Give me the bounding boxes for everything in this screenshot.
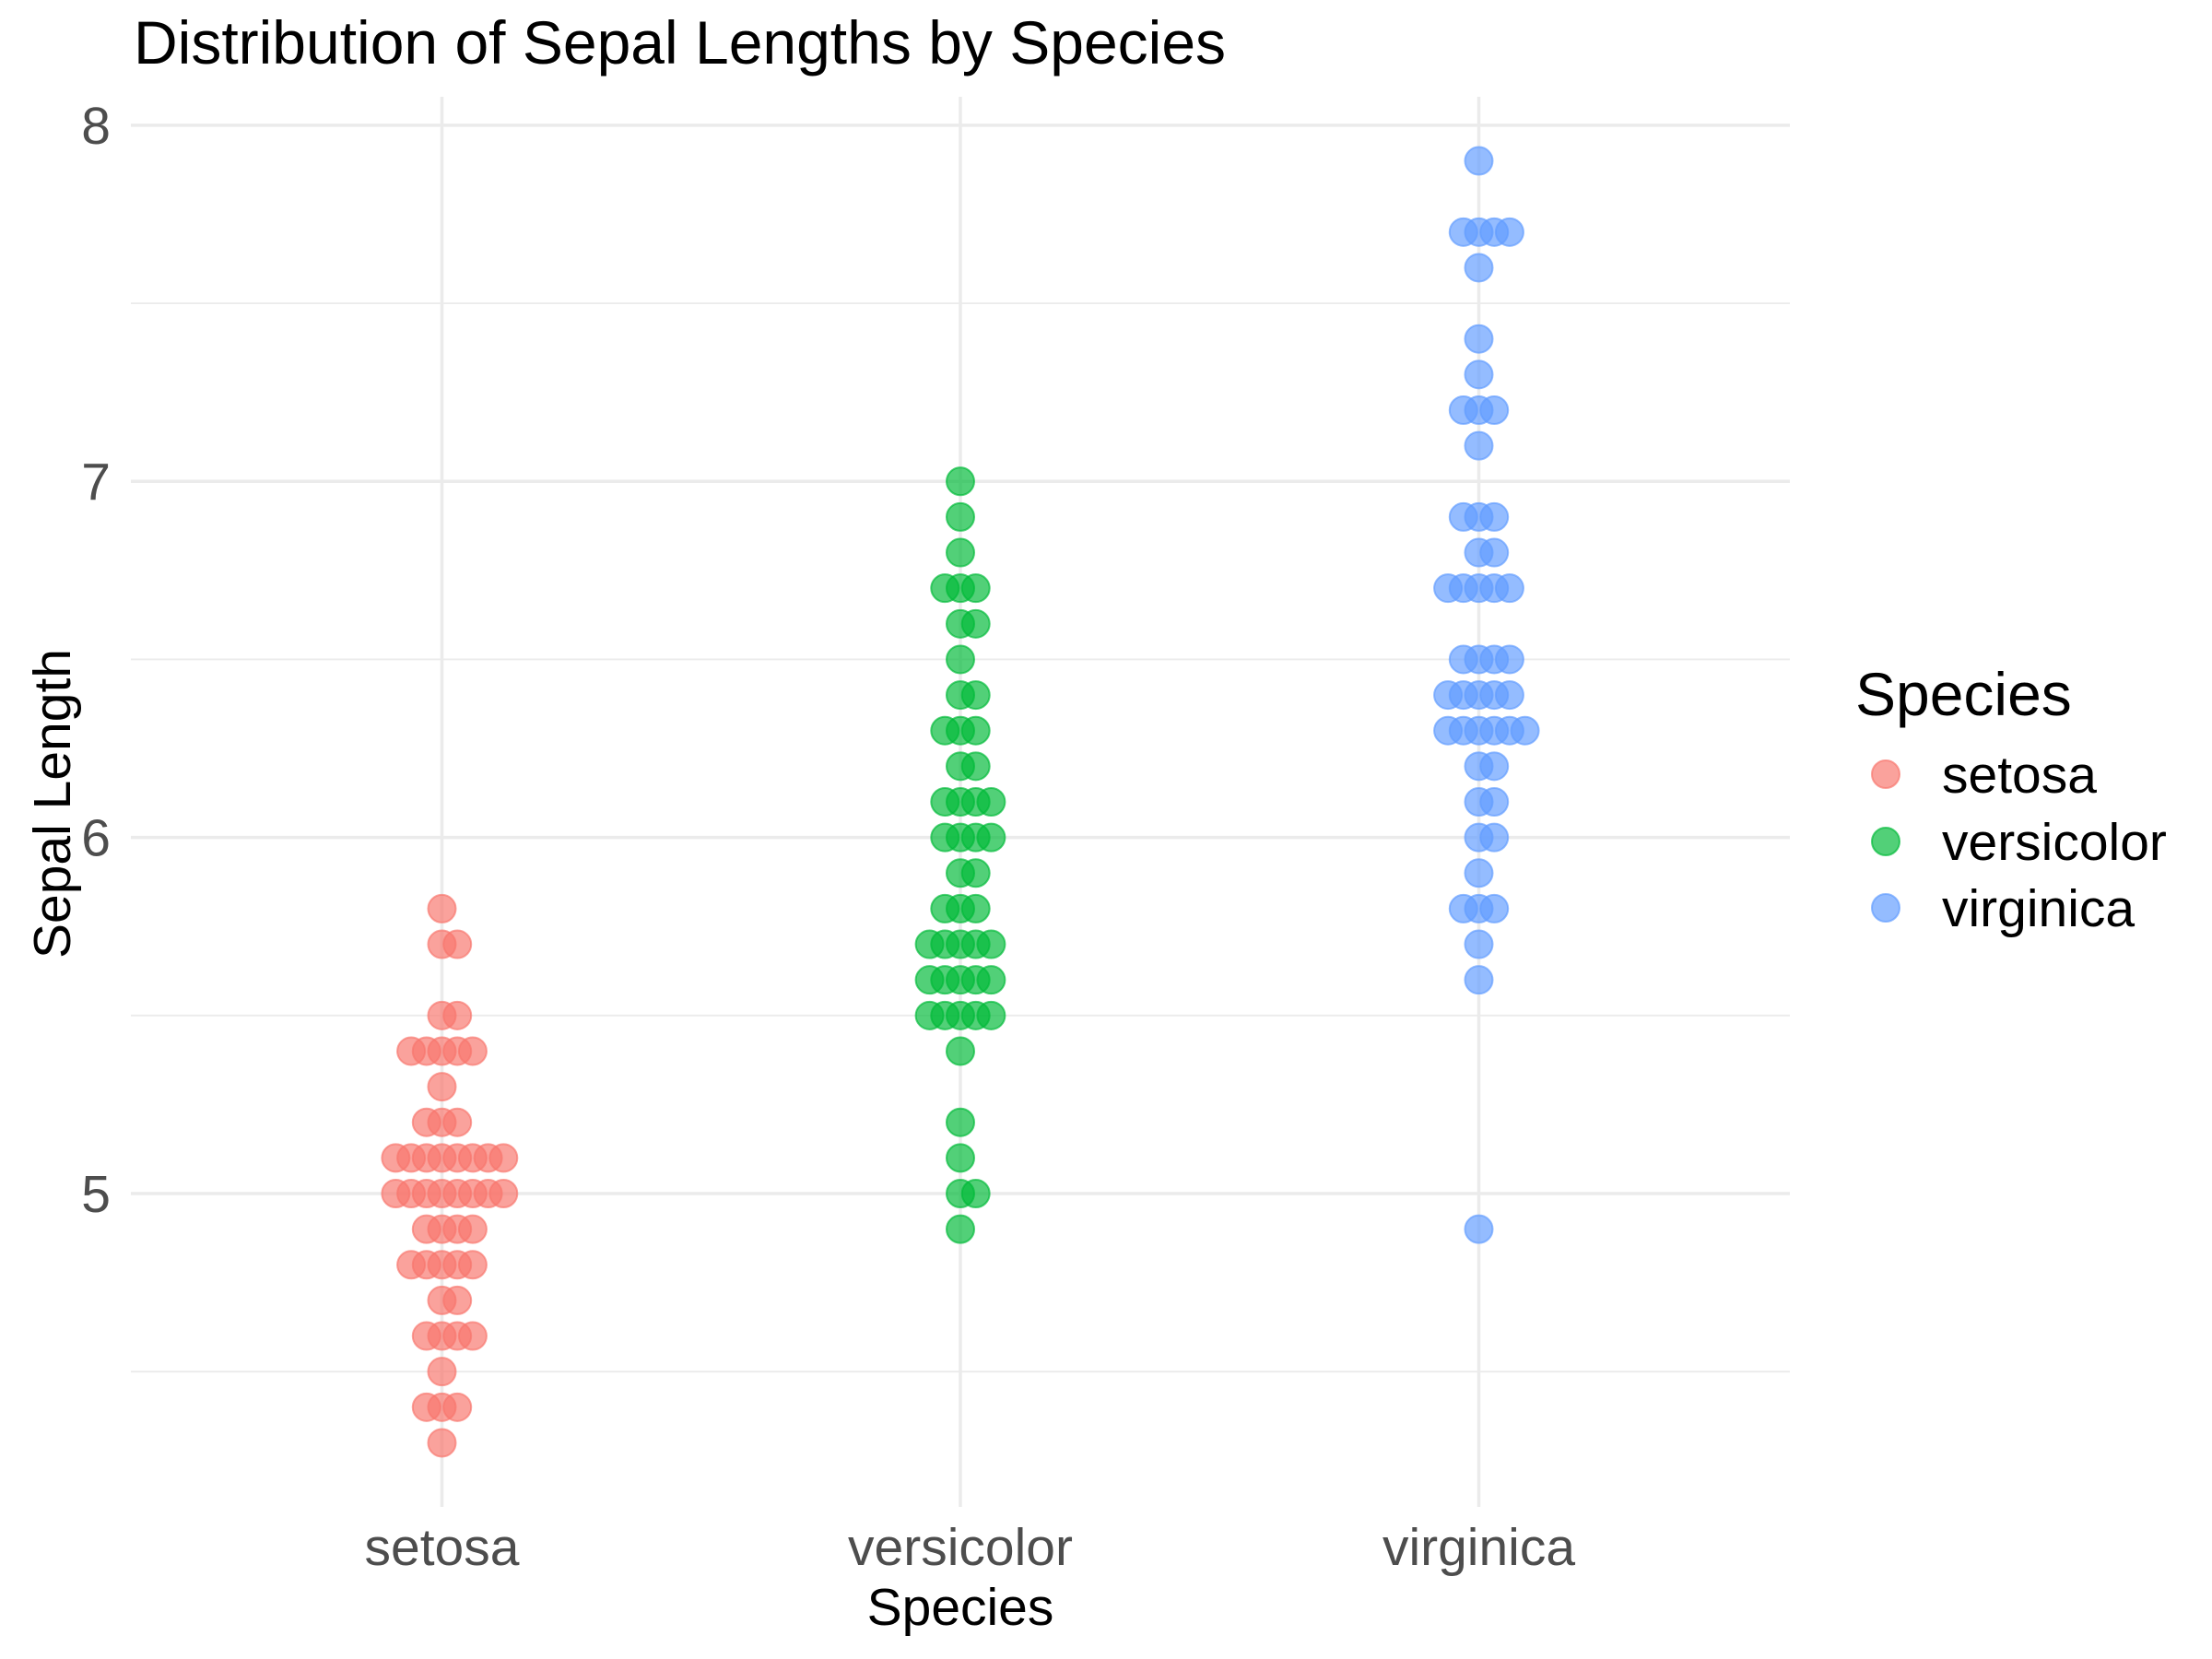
data-point-versicolor [946,1107,975,1137]
data-point-virginica [1464,430,1494,461]
data-point-virginica [1464,1214,1494,1244]
series-setosa [381,893,519,1458]
data-point-versicolor [946,537,975,568]
data-point-virginica [1494,680,1524,711]
data-point-virginica [1479,893,1510,924]
x-tick-label: setosa [365,1518,520,1577]
data-point-versicolor [976,822,1006,853]
data-point-versicolor [976,929,1006,959]
data-point-virginica [1479,395,1510,425]
data-point-setosa [457,1036,488,1066]
data-point-setosa [427,1357,457,1387]
data-point-versicolor [960,751,991,782]
data-point-virginica [1479,501,1510,532]
data-point-versicolor [960,680,991,711]
data-point-virginica [1464,359,1494,390]
y-tick-label: 5 [81,1165,111,1224]
chart-title: Distribution of Sepal Lengths by Species [134,8,1226,76]
series-virginica [1433,146,1540,1244]
data-point-virginica [1464,929,1494,959]
data-point-virginica [1510,715,1540,746]
legend-label-versicolor: versicolor [1942,813,2167,872]
series-versicolor [914,466,1006,1244]
data-point-setosa [442,1000,473,1030]
data-point-setosa [457,1321,488,1351]
legend-key-versicolor [1871,827,1900,856]
x-axis-ticks: setosa versicolor virginica [365,1518,1576,1577]
data-point-versicolor [946,1214,975,1244]
data-point-versicolor [946,466,975,497]
data-point-versicolor [946,1143,975,1173]
data-point-setosa [427,1072,457,1102]
data-point-versicolor [960,608,991,639]
data-point-setosa [488,1143,519,1173]
legend-key-virginica [1871,893,1900,923]
data-point-virginica [1464,858,1494,888]
legend-label-setosa: setosa [1942,746,2097,805]
data-point-versicolor [960,1179,991,1208]
data-point-virginica [1479,822,1510,853]
data-point-versicolor [976,787,1006,817]
data-point-virginica [1494,644,1524,675]
data-point-versicolor [976,1000,1006,1030]
data-point-virginica [1479,537,1510,568]
data-point-setosa [457,1214,488,1244]
x-axis-title: Species [867,1578,1054,1637]
data-point-setosa [442,929,473,959]
legend-label-virginica: virginica [1942,879,2135,938]
y-tick-label: 7 [81,453,111,512]
data-point-setosa [442,1392,473,1422]
x-tick-label: versicolor [848,1518,1073,1577]
data-point-versicolor [946,1036,975,1066]
data-point-setosa [442,1107,473,1137]
legend-key-setosa [1871,759,1900,789]
data-point-setosa [488,1179,519,1208]
data-point-virginica [1479,787,1510,817]
data-point-versicolor [976,965,1006,995]
data-point-setosa [457,1250,488,1280]
data-point-versicolor [960,893,991,924]
data-point-setosa [442,1285,473,1315]
y-axis-ticks: 5 6 7 8 [81,97,111,1224]
data-point-virginica [1464,253,1494,283]
data-point-virginica [1464,965,1494,995]
data-point-versicolor [960,573,991,604]
y-axis-title: Sepal Length [23,649,82,959]
data-point-virginica [1479,751,1510,782]
data-point-versicolor [960,858,991,888]
data-point-versicolor [946,501,975,532]
data-point-versicolor [946,644,975,675]
y-tick-label: 8 [81,97,111,156]
data-point-setosa [427,893,457,924]
data-point-versicolor [960,715,991,746]
data-points [381,146,1540,1458]
legend: Species setosa versicolor virginica [1855,660,2167,938]
data-point-setosa [427,1428,457,1458]
data-point-virginica [1494,217,1524,247]
x-tick-label: virginica [1382,1518,1575,1577]
legend-title: Species [1855,660,2072,728]
data-point-virginica [1464,324,1494,354]
data-point-virginica [1464,146,1494,176]
data-point-virginica [1494,573,1524,604]
y-tick-label: 6 [81,809,111,868]
